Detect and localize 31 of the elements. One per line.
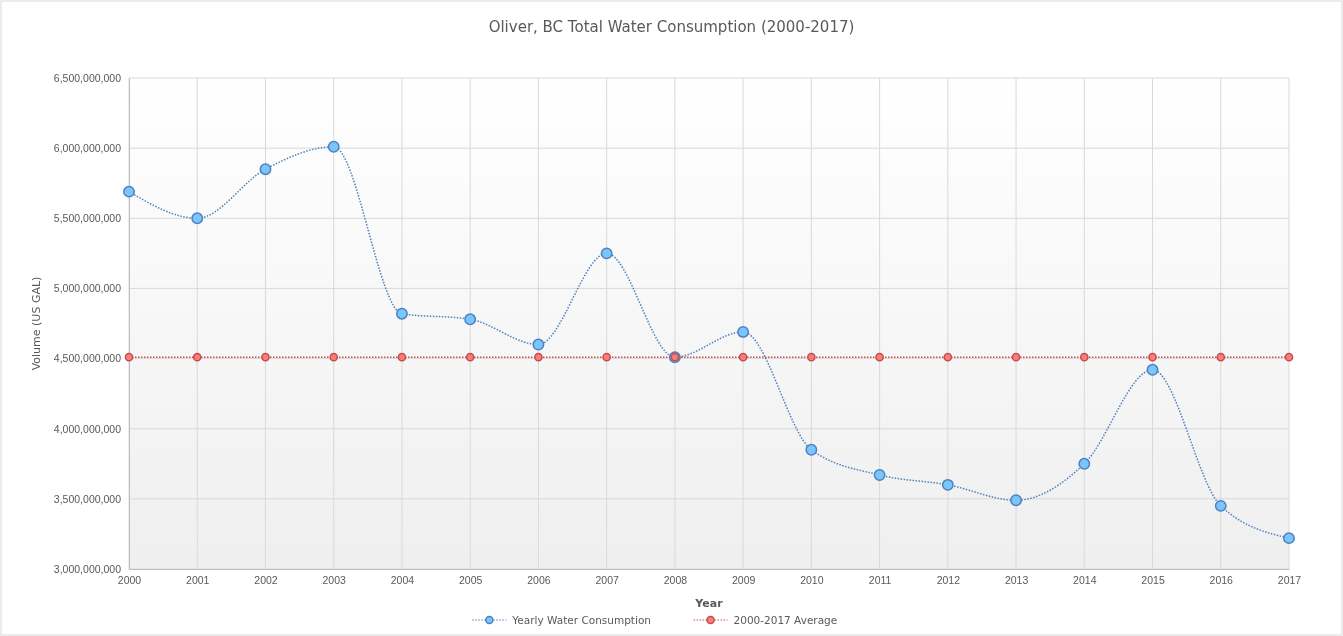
legend-label: Yearly Water Consumption	[511, 614, 651, 626]
y-tick-label: 4,500,000,000	[53, 352, 122, 365]
x-tick-label: 2009	[731, 574, 756, 587]
x-tick-label: 2014	[1073, 574, 1097, 587]
y-tick-label: 6,500,000,000	[53, 71, 122, 84]
x-tick-label: 2005	[459, 574, 483, 587]
x-tick-label: 2011	[868, 574, 892, 587]
y-tick-label: 5,000,000,000	[53, 282, 122, 295]
x-tick-label: 2017	[1277, 574, 1302, 587]
x-tick-label: 2015	[1141, 574, 1165, 587]
y-axis-title: Volume (US GAL)	[30, 276, 43, 371]
y-tick-label: 4,000,000,000	[53, 422, 122, 435]
x-tick-label: 2002	[254, 574, 278, 587]
x-tick-label: 2007	[595, 574, 619, 587]
x-tick-label: 2006	[527, 574, 551, 587]
y-tick-label: 5,500,000,000	[53, 212, 122, 225]
x-tick-label: 2004	[390, 574, 415, 587]
x-tick-label: 2013	[1004, 574, 1029, 587]
x-tick-label: 2012	[936, 574, 961, 587]
x-tick-label: 2001	[186, 574, 210, 587]
y-tick-label: 6,000,000,000	[53, 142, 122, 154]
x-tick-label: 2010	[800, 574, 824, 587]
y-tick-label: 3,500,000,000	[53, 492, 122, 505]
x-tick-label: 2016	[1209, 574, 1234, 587]
x-tick-label: 2003	[322, 574, 347, 587]
x-tick-label: 2008	[663, 574, 688, 587]
y-tick-label: 3,000,000,000	[53, 562, 122, 575]
x-tick-label: 2000	[117, 574, 142, 587]
legend-label: 2000-2017 Average	[733, 614, 838, 626]
x-axis-title: Year	[694, 597, 724, 610]
chart-title: Oliver, BC Total Water Consumption (2000-2017)	[488, 18, 855, 36]
